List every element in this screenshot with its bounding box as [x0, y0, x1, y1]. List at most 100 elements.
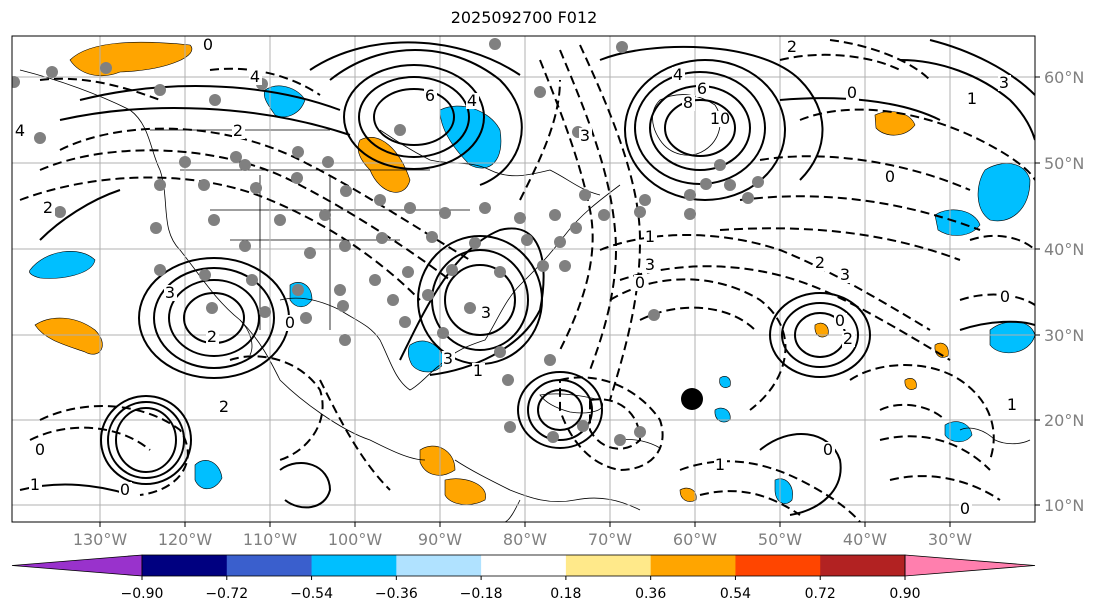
contour-label-bg	[480, 305, 493, 321]
grid-lines	[12, 36, 1035, 522]
blue-patch	[934, 209, 981, 236]
lat-label: 50°N	[1044, 154, 1084, 173]
contour-label-bg	[839, 267, 852, 283]
blue-patch	[977, 163, 1031, 222]
orange-patch	[679, 487, 697, 502]
blue-patch	[29, 250, 96, 279]
lat-label: 30°N	[1044, 326, 1084, 345]
colorbar-segment	[396, 555, 482, 576]
contour-label: 2	[815, 253, 825, 272]
blue-patch	[407, 340, 446, 373]
colorbar-frame	[141, 554, 906, 577]
colorbar-segment	[481, 555, 567, 576]
contour-label: 2	[787, 37, 797, 56]
contour-label: 6	[697, 79, 707, 98]
contour-label-bg	[42, 200, 55, 216]
contour-label: 2	[207, 327, 217, 346]
latitude-axis: 60°N 50°N 40°N 30°N 20°N 10°N	[1035, 68, 1084, 515]
contour-label-bg	[714, 111, 727, 127]
colorbar	[11, 554, 1036, 577]
colorbar-tick-label: 0.36	[635, 586, 666, 602]
lon-label: 110°W	[243, 530, 298, 549]
blue-patch	[263, 85, 306, 118]
contour-label-bg	[682, 95, 695, 111]
lon-label: 100°W	[328, 530, 383, 549]
contour-label-bg	[472, 363, 485, 379]
blue-patch	[719, 376, 731, 388]
colorbar-segment	[820, 555, 906, 576]
contour-label: 2	[843, 329, 853, 348]
colorbar-tick-label: −0.72	[205, 586, 248, 602]
colorbar-tick-label: −0.54	[290, 586, 333, 602]
contour-label: 10	[710, 109, 730, 128]
contour-label-bg	[966, 91, 979, 107]
black-marker	[681, 388, 703, 410]
lat-label: 40°N	[1044, 240, 1084, 259]
contour-label-bg	[14, 123, 27, 139]
contour-label-bg	[998, 75, 1011, 91]
colorbar-extend-low	[11, 554, 143, 577]
colorbar-segment	[142, 555, 228, 576]
contour-label: 0	[285, 313, 295, 332]
lon-label: 50°W	[758, 530, 802, 549]
contour-label-bg	[814, 255, 827, 271]
colorbar-tick-label: 0.72	[805, 586, 836, 602]
colorbar-segment	[650, 555, 736, 576]
contour-label: 0	[635, 273, 645, 292]
contour-label: 0	[35, 440, 45, 459]
orange-patch	[34, 317, 103, 355]
contour-label: 0	[835, 311, 845, 330]
contour-label: 4	[673, 65, 683, 84]
contour-label: 8	[683, 93, 693, 112]
colorbar-tick-label: 0.18	[550, 586, 581, 602]
contour-label: 1	[715, 455, 725, 474]
lon-label: 70°W	[588, 530, 632, 549]
contour-label-bg	[696, 81, 709, 97]
contour-label: 3	[580, 126, 590, 145]
contour-label: 3	[840, 265, 850, 284]
contour-label-bg	[634, 275, 647, 291]
colorbar-segment	[311, 555, 397, 576]
contour-label: 1	[473, 361, 483, 380]
contour-label: 3	[645, 255, 655, 274]
colorbar-tick-label: 0.54	[720, 586, 751, 602]
blue-patch	[774, 478, 793, 504]
map-frame	[11, 35, 1036, 523]
contour-label: 4	[250, 67, 260, 86]
contour-label-bg	[424, 88, 437, 104]
chart-title: 2025092700 F012	[450, 8, 598, 27]
colorbar-segment	[735, 555, 821, 576]
contour-label-bg	[714, 457, 727, 473]
contour-label-bg	[119, 482, 132, 498]
contour-label: 0	[203, 35, 213, 54]
contour-label: 1	[645, 227, 655, 246]
contour-label: 0	[823, 440, 833, 459]
colorbar-extend-high	[904, 554, 1036, 577]
colorbar-segment	[226, 555, 313, 576]
lon-label: 120°W	[158, 530, 213, 549]
contour-label-bg	[1006, 397, 1019, 413]
contour-label-bg	[959, 501, 972, 517]
colorbar-tick-labels: −0.90 −0.72 −0.54 −0.36 −0.18 0.18 0.36 0.54 0.7…	[121, 576, 921, 602]
contour-label: 0	[120, 480, 130, 499]
colorbar-tick-label: −0.36	[375, 586, 418, 602]
lon-label: 30°W	[928, 530, 972, 549]
lon-label: 40°W	[843, 530, 887, 549]
contour-label-bg	[202, 37, 215, 53]
negative-contours	[19, 39, 1035, 522]
contour-label-bg	[999, 289, 1012, 305]
contour-label-bg	[218, 399, 231, 415]
lat-label: 60°N	[1044, 68, 1084, 87]
lon-label: 60°W	[673, 530, 717, 549]
lat-label: 20°N	[1044, 411, 1084, 430]
lon-label: 80°W	[503, 530, 547, 549]
contour-label-bg	[842, 331, 855, 347]
contour-label-bg	[884, 169, 897, 185]
contour-label-bg	[34, 442, 47, 458]
contour-label-bg	[442, 351, 455, 367]
contour-label: 3	[481, 303, 491, 322]
contour-label-bg	[672, 67, 685, 83]
contour-label-bg	[846, 85, 859, 101]
